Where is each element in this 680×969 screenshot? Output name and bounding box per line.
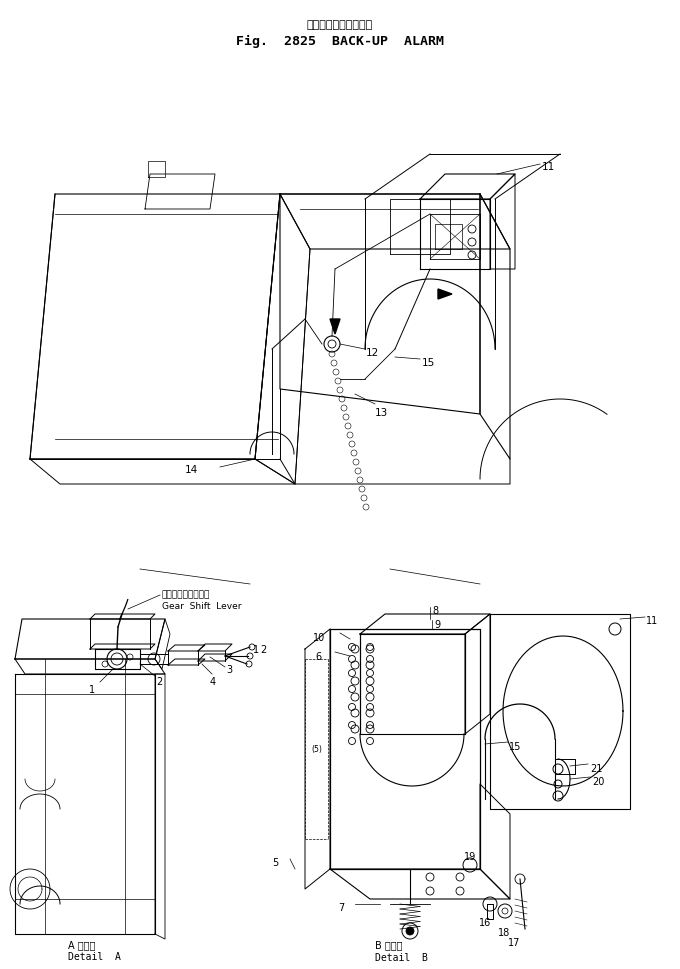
Text: 10: 10	[313, 633, 325, 642]
Text: 3: 3	[226, 665, 232, 674]
Text: 2: 2	[156, 676, 163, 686]
Text: Gear  Shift  Lever: Gear Shift Lever	[162, 602, 241, 610]
Text: 14: 14	[185, 464, 199, 475]
Text: 16: 16	[479, 917, 491, 927]
Text: 5: 5	[272, 858, 278, 867]
Text: 1: 1	[253, 644, 259, 654]
Text: 21: 21	[590, 764, 602, 773]
Text: Fig.  2825  BACK-UP  ALARM: Fig. 2825 BACK-UP ALARM	[236, 35, 444, 48]
Text: A 詳細図: A 詳細図	[68, 939, 95, 949]
Text: 9: 9	[434, 619, 440, 629]
Text: 4: 4	[210, 676, 216, 686]
Text: 15: 15	[509, 741, 522, 751]
Text: 13: 13	[375, 408, 388, 418]
Text: 8: 8	[432, 606, 438, 615]
Text: バックアップアラーム: バックアップアラーム	[307, 20, 373, 30]
Text: 1: 1	[89, 684, 95, 694]
Text: 20: 20	[592, 776, 605, 786]
Text: Detail  A: Detail A	[68, 951, 121, 961]
Text: 2: 2	[260, 644, 267, 654]
Text: 19: 19	[464, 851, 476, 861]
Text: 17: 17	[508, 937, 520, 947]
Text: 6: 6	[316, 651, 322, 661]
Polygon shape	[438, 290, 452, 299]
Text: 15: 15	[422, 358, 435, 367]
Text: 11: 11	[542, 162, 556, 172]
Circle shape	[406, 927, 414, 935]
Text: 18: 18	[498, 927, 510, 937]
Polygon shape	[330, 320, 340, 334]
Text: Detail  B: Detail B	[375, 952, 428, 962]
Text: ギヤーシフトレバー: ギヤーシフトレバー	[162, 589, 210, 599]
Text: 11: 11	[646, 615, 658, 625]
Text: 12: 12	[366, 348, 379, 358]
Text: B 詳細図: B 詳細図	[375, 939, 403, 949]
Text: 7: 7	[338, 902, 344, 912]
Text: (5): (5)	[311, 744, 322, 753]
